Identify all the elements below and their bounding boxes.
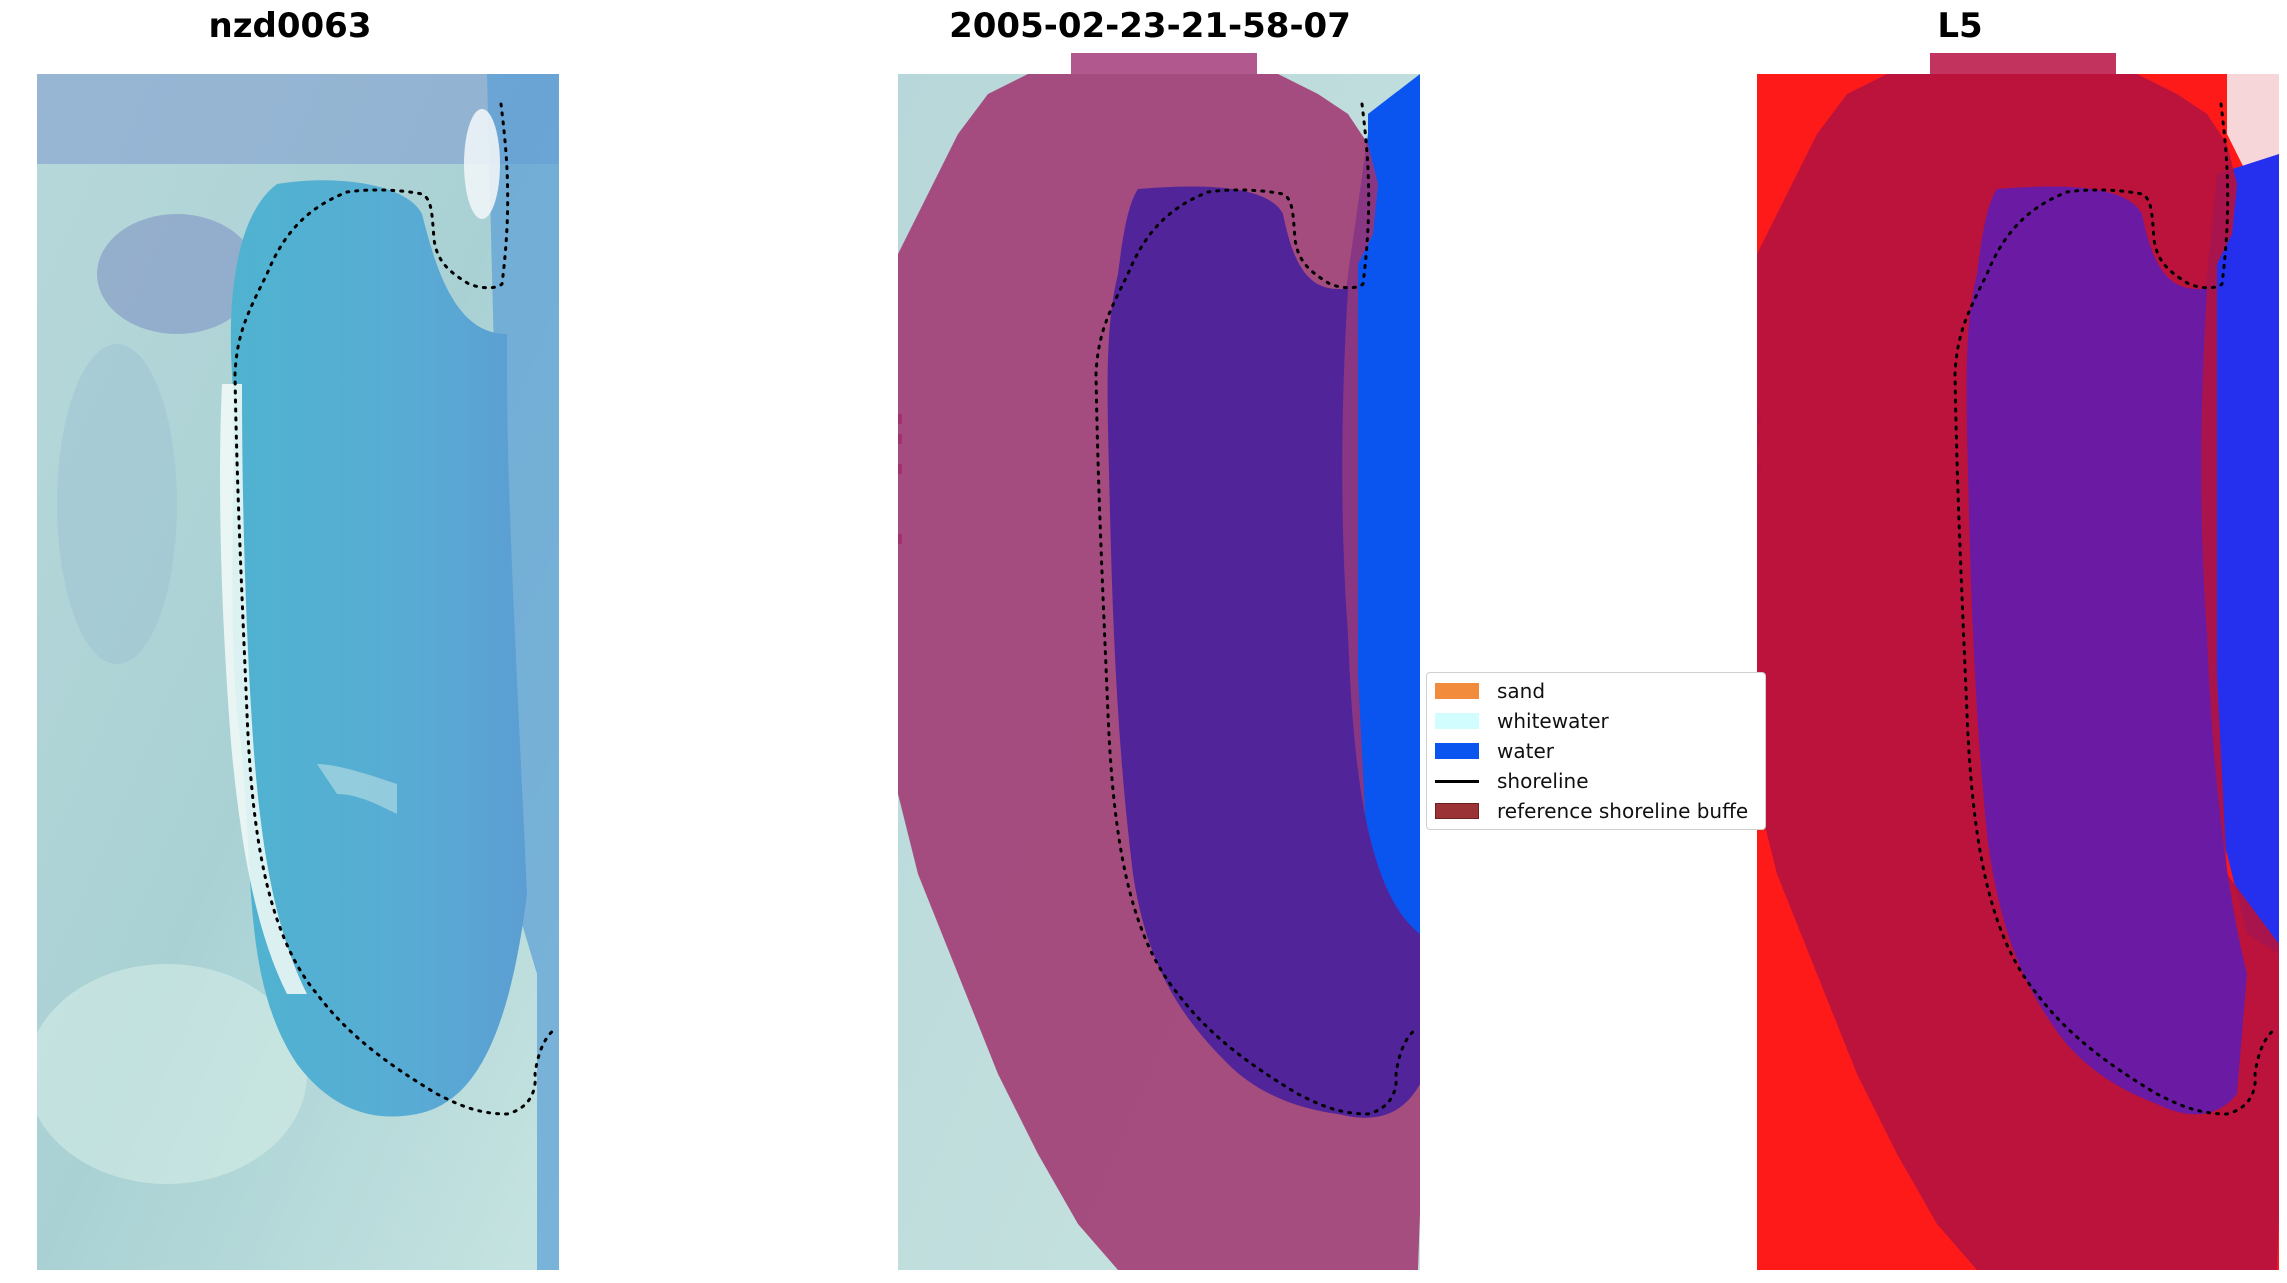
shoreline-trace bbox=[233, 102, 557, 1116]
legend-line-shoreline bbox=[1435, 779, 1479, 783]
index-panel bbox=[1757, 74, 2279, 1270]
legend-item-water: water bbox=[1435, 737, 1554, 765]
rgb-satellite-image bbox=[37, 74, 559, 1270]
legend-item-shoreline: shoreline bbox=[1435, 767, 1589, 795]
rgb-image-panel bbox=[37, 74, 559, 1270]
classification-image bbox=[898, 74, 1420, 1270]
legend-swatch-water bbox=[1435, 743, 1479, 759]
classification-panel bbox=[898, 74, 1420, 1270]
buffer-top-tab bbox=[1930, 53, 2116, 75]
legend-label-water: water bbox=[1497, 739, 1554, 763]
legend-label-shoreline: shoreline bbox=[1497, 769, 1589, 793]
legend-swatch-reference-buffer bbox=[1435, 803, 1479, 819]
legend-label-reference-buffer: reference shoreline buffe bbox=[1497, 799, 1749, 823]
buffer-top-tab bbox=[1071, 53, 1257, 75]
legend-label-sand: sand bbox=[1497, 679, 1546, 703]
shoreline-trace bbox=[1094, 102, 1418, 1116]
index-image bbox=[1757, 74, 2279, 1270]
legend-item-sand: sand bbox=[1435, 677, 1545, 705]
panel-title-rgb: nzd0063 bbox=[208, 6, 372, 46]
legend-item-whitewater: whitewater bbox=[1435, 707, 1609, 735]
legend-swatch-sand bbox=[1435, 683, 1479, 699]
panel-title-classification: 2005-02-23-21-58-07 bbox=[949, 6, 1351, 46]
panel-title-index: L5 bbox=[1937, 6, 1983, 46]
legend-swatch-whitewater bbox=[1435, 713, 1479, 729]
inner-water-region bbox=[1107, 186, 1420, 1118]
legend-label-whitewater: whitewater bbox=[1497, 709, 1609, 733]
legend-item-reference-buffer: reference shoreline buffe bbox=[1435, 797, 1748, 825]
legend: sand whitewater water shoreline referenc… bbox=[1426, 672, 1766, 830]
shoreline-trace bbox=[1953, 102, 2277, 1116]
